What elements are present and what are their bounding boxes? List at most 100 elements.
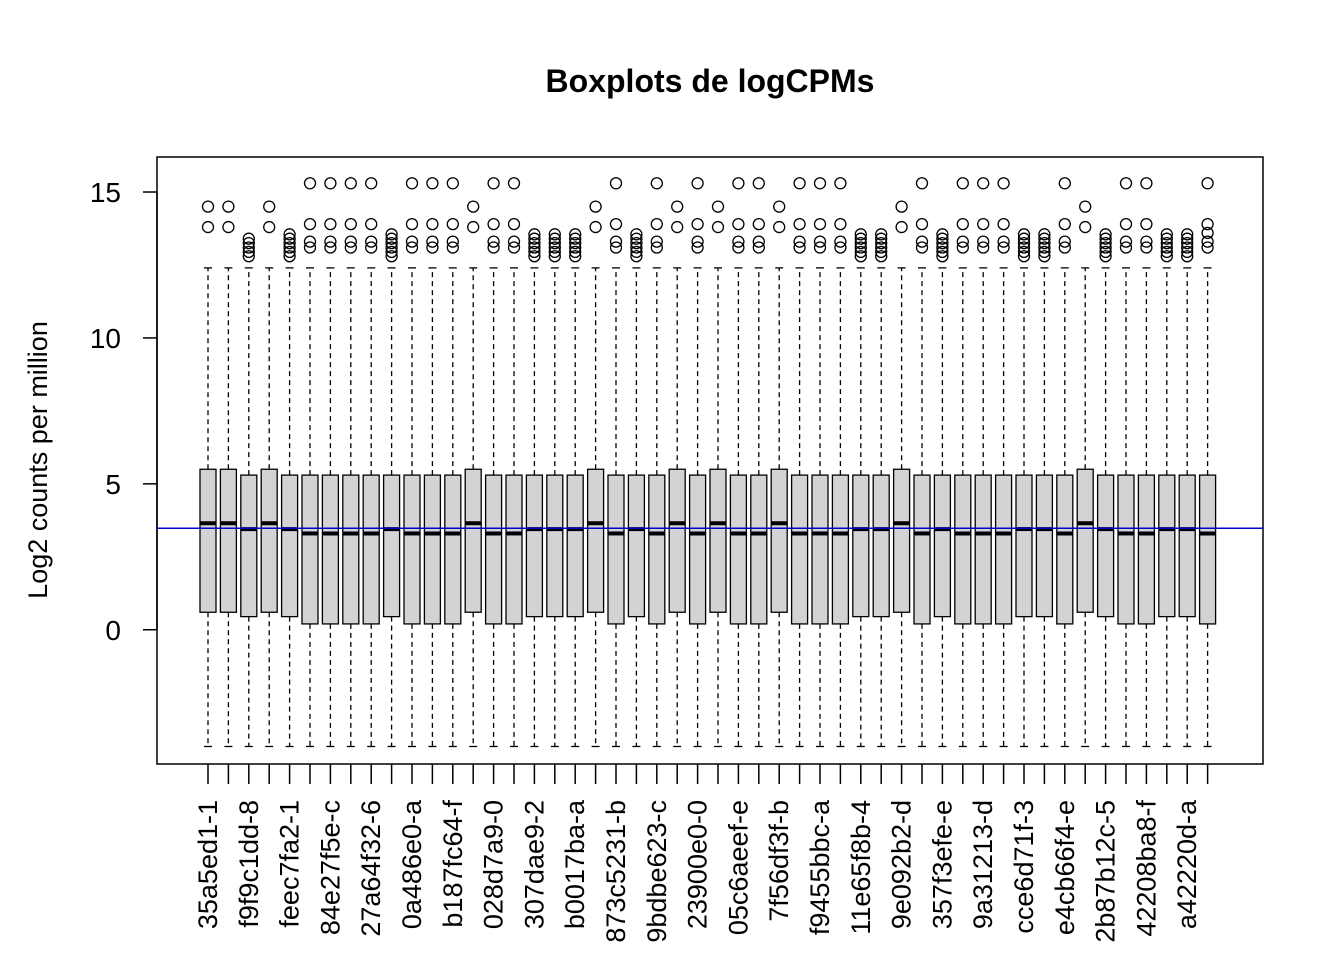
chart-title: Boxplots de logCPMs	[546, 63, 875, 99]
box	[321, 474, 340, 625]
box	[770, 468, 788, 613]
box	[892, 468, 911, 613]
outlier-point	[426, 241, 439, 254]
outlier-point	[956, 235, 969, 248]
outlier-point	[324, 217, 337, 231]
box	[852, 474, 870, 618]
outlier-point	[365, 235, 378, 248]
outlier-point	[528, 245, 541, 258]
outlier-point	[446, 235, 459, 248]
outlier-point	[283, 236, 296, 250]
box	[1076, 468, 1094, 613]
box	[444, 474, 462, 625]
outlier-point	[344, 241, 357, 254]
outlier-point	[854, 236, 867, 250]
x-tick-label: 7f56df3f-b	[764, 800, 794, 922]
outlier-point	[365, 241, 378, 254]
outlier-point	[936, 241, 949, 254]
outlier-point	[793, 235, 806, 248]
outlier-point	[1201, 235, 1214, 248]
outlier-point	[507, 235, 521, 248]
box	[342, 474, 360, 625]
outlier-point	[650, 241, 663, 254]
outlier-point	[344, 217, 357, 231]
outlier-point	[1181, 236, 1194, 250]
outlier-point	[467, 220, 480, 234]
outlier-point	[1140, 241, 1153, 254]
box	[974, 474, 992, 625]
outlier-point	[344, 235, 357, 248]
box	[954, 474, 972, 625]
outlier-point	[1201, 217, 1214, 231]
outlier-point	[283, 245, 296, 258]
outlier-point	[854, 241, 867, 254]
outlier-point	[936, 232, 949, 245]
outlier-point	[1181, 250, 1194, 263]
x-tick-label: 27a64f32-6	[356, 800, 386, 937]
outlier-point	[1017, 232, 1031, 245]
outlier-point	[1038, 245, 1051, 258]
box	[1178, 474, 1196, 618]
outlier-point	[977, 177, 990, 190]
x-tick-label: 0a486e0-a	[397, 799, 427, 929]
outlier-point	[732, 217, 745, 231]
box	[872, 474, 890, 618]
outlier-point	[242, 241, 255, 254]
outlier-point	[487, 177, 500, 190]
outlier-point	[242, 236, 255, 250]
outlier-point	[487, 241, 500, 254]
outlier-point	[1099, 236, 1112, 250]
box	[1117, 474, 1135, 625]
box	[423, 474, 442, 625]
outlier-point	[752, 241, 765, 254]
x-tick-label: feec7fa2-1	[275, 800, 305, 928]
outlier-point	[773, 220, 786, 234]
outlier-point	[936, 228, 949, 241]
outlier-point	[222, 200, 235, 213]
outlier-point	[936, 250, 949, 263]
box	[525, 474, 544, 618]
box	[505, 474, 523, 625]
box	[709, 468, 727, 613]
x-tick-label: 028d7a9-0	[479, 800, 509, 929]
x-tick-label: 11e65f8b-4	[846, 800, 876, 935]
outlier-point	[201, 220, 215, 234]
x-tick-label: 2b87b12c-5	[1091, 800, 1121, 943]
outlier-point	[1017, 236, 1031, 250]
outlier-point	[1099, 250, 1112, 263]
x-tick-label: a42220d-a	[1172, 799, 1202, 929]
box	[301, 474, 319, 625]
outlier-point	[773, 200, 786, 213]
outlier-point	[303, 177, 317, 190]
outlier-point	[1099, 241, 1112, 254]
x-tick-label: 9e092b2-d	[887, 800, 917, 929]
box	[1198, 474, 1217, 625]
x-tick-label: 23900e0-0	[683, 800, 713, 929]
outlier-point	[1079, 200, 1092, 213]
outlier-point	[548, 245, 561, 258]
outlier-point	[630, 241, 643, 254]
x-tick-label: f9455bbc-a	[805, 799, 835, 935]
outlier-point	[630, 236, 643, 250]
outlier-point	[793, 241, 806, 254]
box	[607, 474, 625, 625]
box	[648, 474, 666, 625]
outlier-point	[303, 241, 317, 254]
outlier-point	[1160, 232, 1173, 245]
box	[811, 474, 829, 625]
outlier-point	[1119, 241, 1133, 254]
outlier-point	[977, 241, 990, 254]
outlier-point	[446, 241, 459, 254]
x-tick-label: 9bdbe623-c	[642, 800, 672, 943]
box	[1035, 474, 1054, 618]
outlier-point	[1119, 235, 1133, 248]
x-tick-label: 357f3efe-e	[927, 800, 957, 929]
outlier-point	[1058, 217, 1071, 231]
outlier-point	[1201, 226, 1214, 240]
outlier-point	[242, 250, 255, 263]
outlier-point	[711, 220, 725, 234]
outlier-point	[1181, 245, 1194, 258]
outlier-point	[609, 217, 623, 231]
outlier-point	[1119, 217, 1133, 231]
